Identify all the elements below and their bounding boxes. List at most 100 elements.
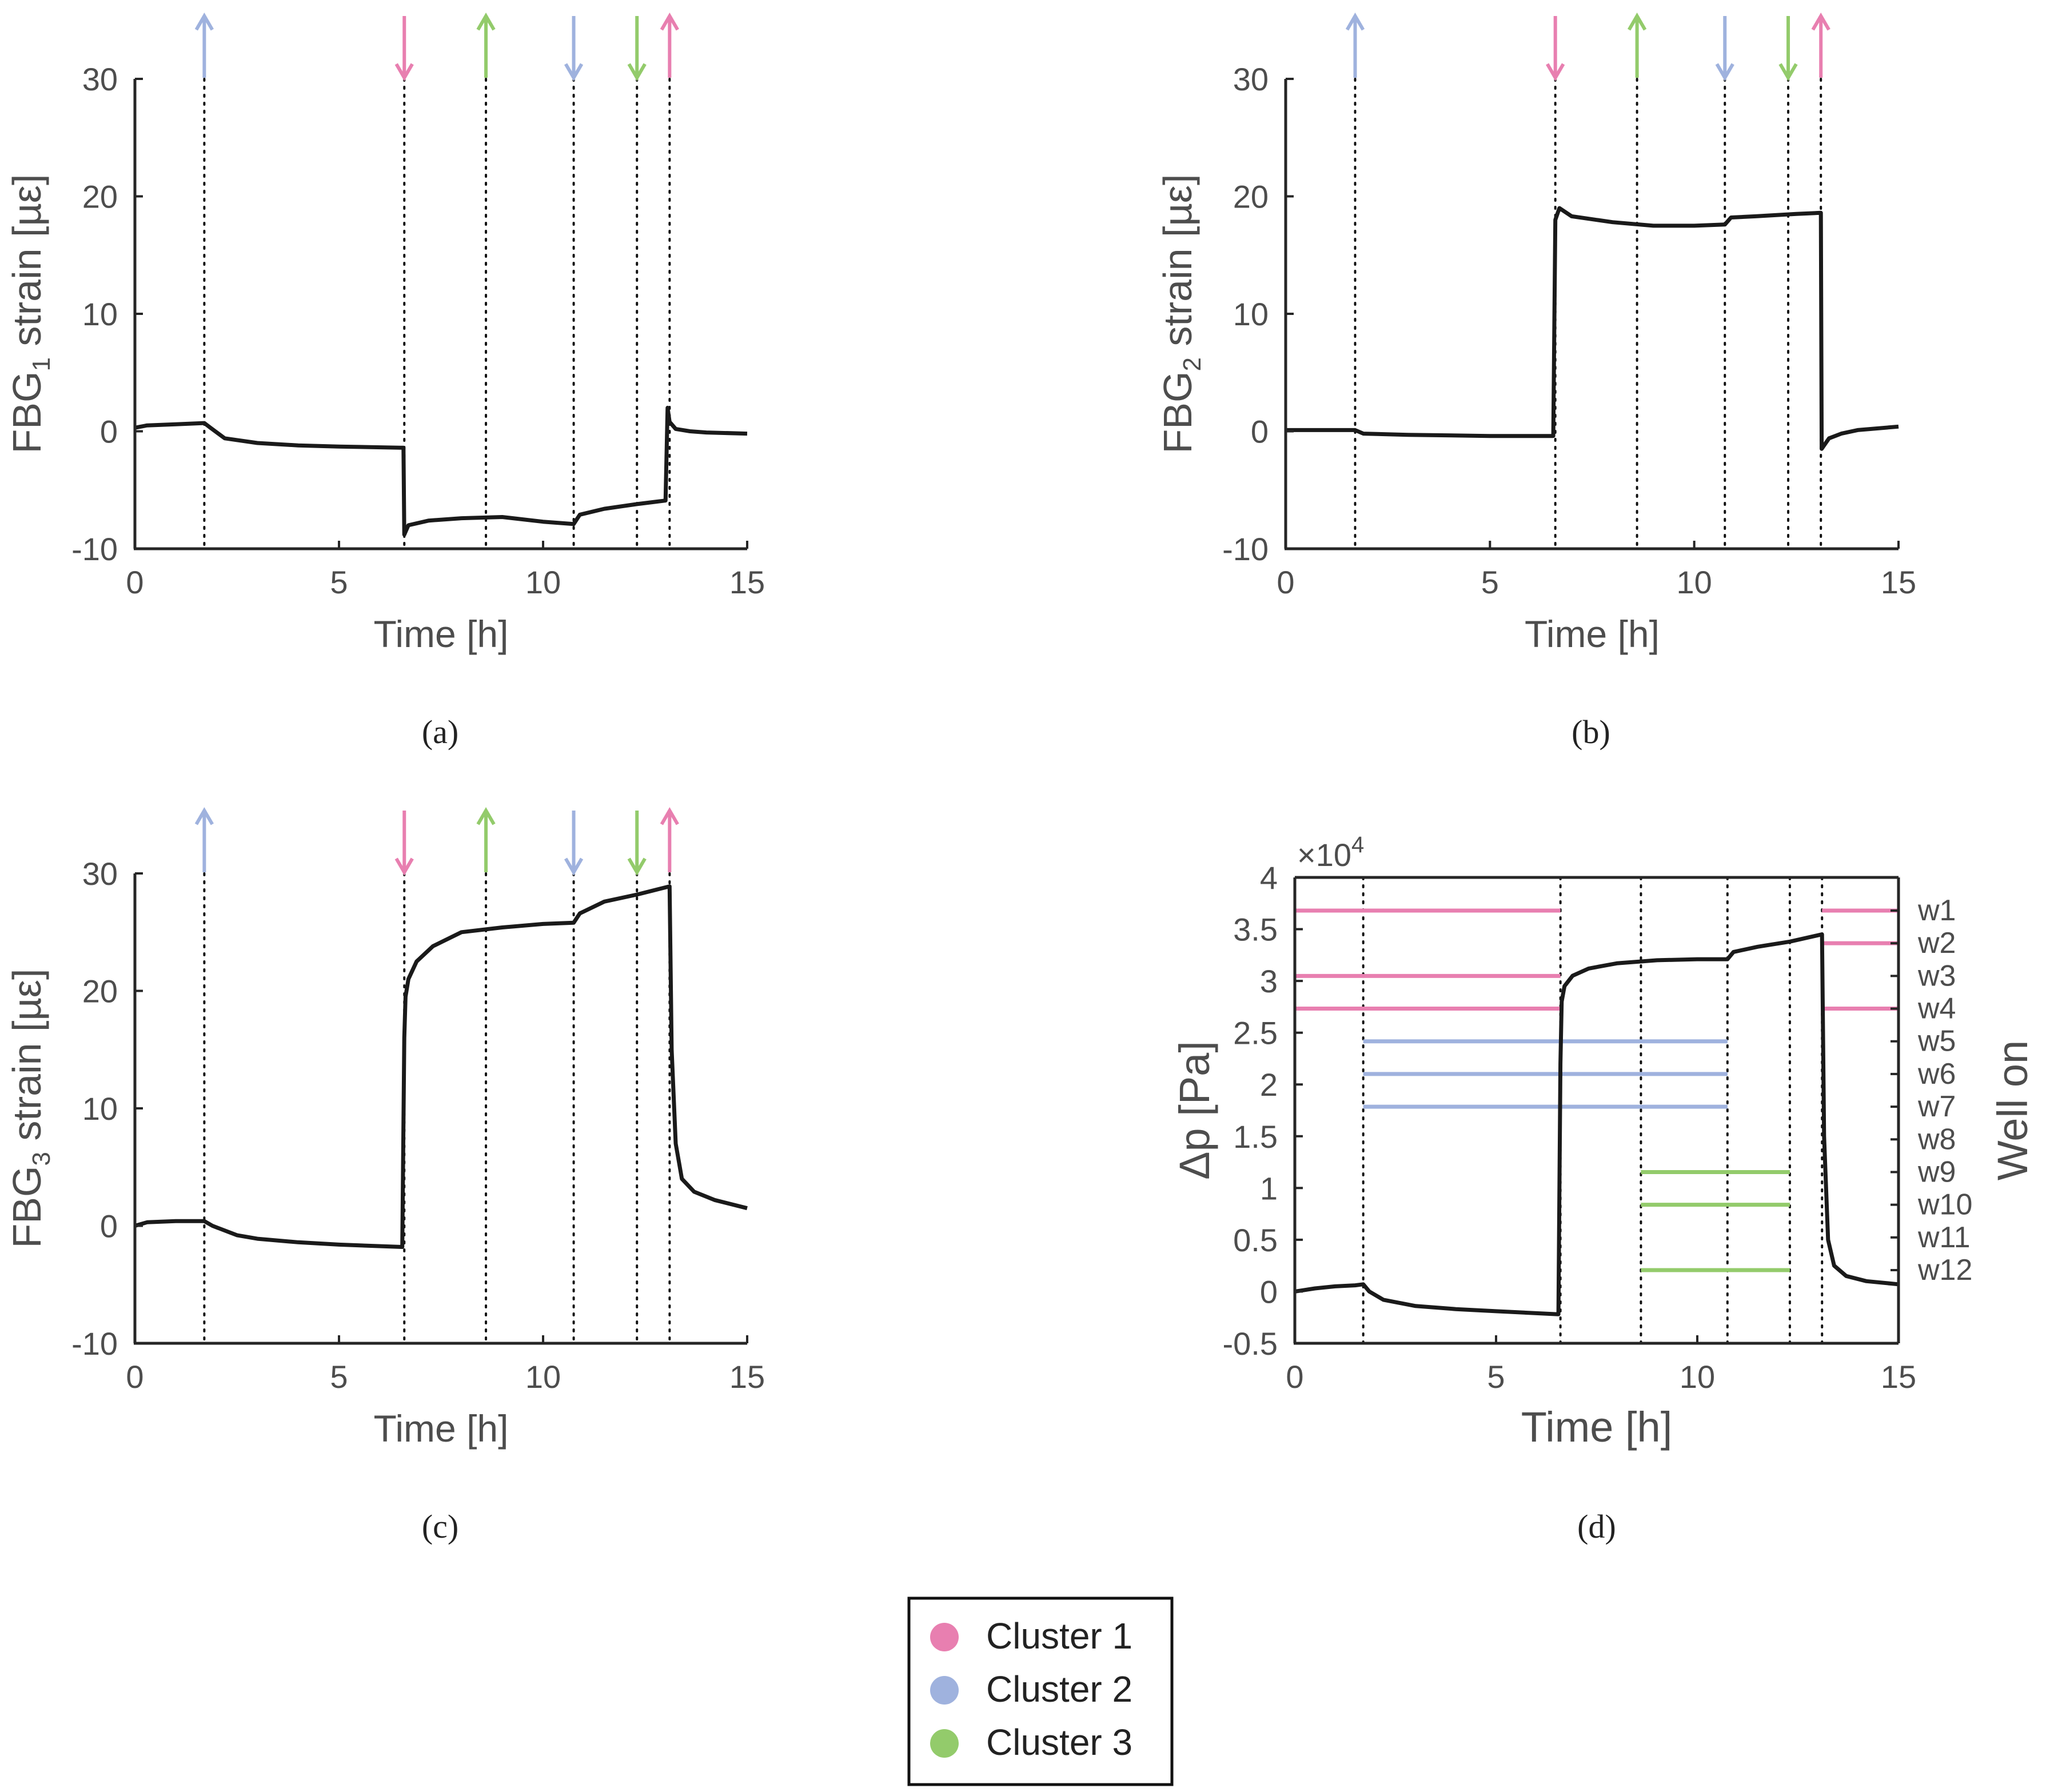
- y-tick-label: 4: [1260, 860, 1278, 896]
- legend-marker-cluster-3: [930, 1729, 959, 1758]
- x-tick-label: 0: [126, 564, 143, 600]
- y-tick-label: 0: [100, 414, 118, 450]
- x-tick-label: 10: [1677, 564, 1712, 600]
- arrow-up-icon: [1628, 13, 1647, 31]
- x-tick-label: 5: [330, 1359, 348, 1395]
- x-tick-label: 15: [1881, 1359, 1916, 1395]
- y-tick-label: 0: [1260, 1274, 1278, 1310]
- panel-caption: (c): [422, 1508, 458, 1545]
- y-tick-label: 30: [82, 856, 118, 892]
- arrow-down-icon: [564, 857, 584, 876]
- y2-axis-label: Well on: [1989, 1040, 2036, 1180]
- y-axis-label: Δp [Pa]: [1171, 1041, 1218, 1180]
- x-tick-label: 15: [1881, 564, 1916, 600]
- y2-tick-label: w9: [1917, 1155, 1956, 1188]
- legend-item-cluster-3: Cluster 3: [930, 1722, 1132, 1763]
- y2-tick-label: w1: [1917, 894, 1956, 927]
- x-tick-label: 0: [126, 1359, 143, 1395]
- series-line: [1294, 932, 1899, 1316]
- arrow-up-icon: [660, 13, 679, 31]
- y2-tick-label: w2: [1917, 927, 1956, 960]
- y-tick-label: 3: [1260, 963, 1278, 999]
- panel-caption: (a): [422, 713, 458, 751]
- x-axis-label: Time [h]: [1525, 613, 1660, 655]
- y-tick-label: 30: [82, 61, 118, 97]
- arrow-down-icon: [1546, 63, 1565, 81]
- arrow-down-icon: [627, 857, 647, 876]
- legend-marker-cluster-2: [930, 1676, 959, 1705]
- y-tick-label: 1: [1260, 1170, 1278, 1206]
- y2-tick-label: w8: [1917, 1123, 1956, 1156]
- y-axis-label: FBG3 strain [µε]: [5, 969, 55, 1248]
- y-tick-label: -10: [1222, 531, 1269, 567]
- x-tick-label: 0: [1286, 1359, 1303, 1395]
- y2-tick-label: w11: [1917, 1221, 1971, 1254]
- y2-tick-label: w7: [1917, 1090, 1956, 1123]
- y2-tick-label: w12: [1917, 1254, 1972, 1287]
- y-tick-label: 2.5: [1233, 1015, 1278, 1051]
- legend-label-cluster-3: Cluster 3: [986, 1722, 1132, 1763]
- y-tick-label: -10: [71, 1326, 118, 1362]
- y2-tick-label: w4: [1917, 992, 1956, 1025]
- arrow-up-icon: [1811, 13, 1830, 31]
- x-tick-label: 10: [1680, 1359, 1715, 1395]
- arrow-up-icon: [476, 807, 496, 825]
- y-tick-label: 1.5: [1233, 1119, 1278, 1155]
- y-tick-label: -10: [71, 531, 118, 567]
- arrow-down-icon: [1715, 63, 1734, 81]
- y-tick-label: 20: [82, 179, 118, 215]
- y-tick-label: 3.5: [1233, 912, 1278, 948]
- x-tick-label: 15: [729, 1359, 765, 1395]
- x-axis-label: Time [h]: [1521, 1403, 1673, 1451]
- arrow-up-icon: [194, 13, 214, 31]
- y-tick-label: -0.5: [1223, 1326, 1278, 1362]
- arrow-up-icon: [660, 807, 679, 825]
- series-line: [134, 884, 748, 1249]
- x-tick-label: 10: [525, 564, 561, 600]
- panel-caption: (d): [1577, 1508, 1616, 1545]
- y-tick-label: 10: [82, 296, 118, 332]
- y2-tick-label: w10: [1917, 1188, 1972, 1222]
- x-tick-label: 15: [729, 564, 765, 600]
- x-axis-label: Time [h]: [374, 1407, 509, 1450]
- x-tick-label: 5: [330, 564, 348, 600]
- y-exponent-label: ×104: [1297, 832, 1364, 873]
- y-tick-label: 0: [1251, 414, 1269, 450]
- arrow-up-icon: [1345, 13, 1365, 31]
- y-axis-label: FBG1 strain [µε]: [5, 174, 55, 454]
- y-tick-label: 20: [82, 973, 118, 1009]
- arrow-up-icon: [476, 13, 496, 31]
- y-axis-label: FBG2 strain [µε]: [1155, 174, 1206, 454]
- y-tick-label: 0.5: [1233, 1222, 1278, 1258]
- arrow-up-icon: [194, 807, 214, 825]
- x-tick-label: 0: [1277, 564, 1294, 600]
- legend-item-cluster-2: Cluster 2: [930, 1669, 1132, 1710]
- x-tick-label: 10: [525, 1359, 561, 1395]
- y-tick-label: 20: [1233, 179, 1269, 215]
- y-tick-label: 0: [100, 1208, 118, 1244]
- series-line: [1286, 206, 1899, 451]
- arrow-down-icon: [394, 63, 414, 81]
- x-tick-label: 5: [1481, 564, 1499, 600]
- legend-item-cluster-1: Cluster 1: [930, 1615, 1132, 1657]
- arrow-down-icon: [394, 857, 414, 876]
- x-tick-label: 5: [1487, 1359, 1505, 1395]
- legend: Cluster 1 Cluster 2 Cluster 3: [907, 1597, 1174, 1786]
- legend-label-cluster-2: Cluster 2: [986, 1669, 1132, 1710]
- legend-label-cluster-1: Cluster 1: [986, 1615, 1132, 1657]
- panel-caption: (b): [1572, 713, 1610, 751]
- series-line: [134, 405, 748, 537]
- y-tick-label: 10: [82, 1091, 118, 1127]
- y-tick-label: 30: [1233, 61, 1269, 97]
- y2-tick-label: w6: [1917, 1057, 1956, 1091]
- arrow-down-icon: [564, 63, 584, 81]
- arrow-down-icon: [627, 63, 647, 81]
- x-axis-label: Time [h]: [374, 613, 509, 655]
- y2-tick-label: w5: [1917, 1025, 1956, 1058]
- y-tick-label: 2: [1260, 1067, 1278, 1103]
